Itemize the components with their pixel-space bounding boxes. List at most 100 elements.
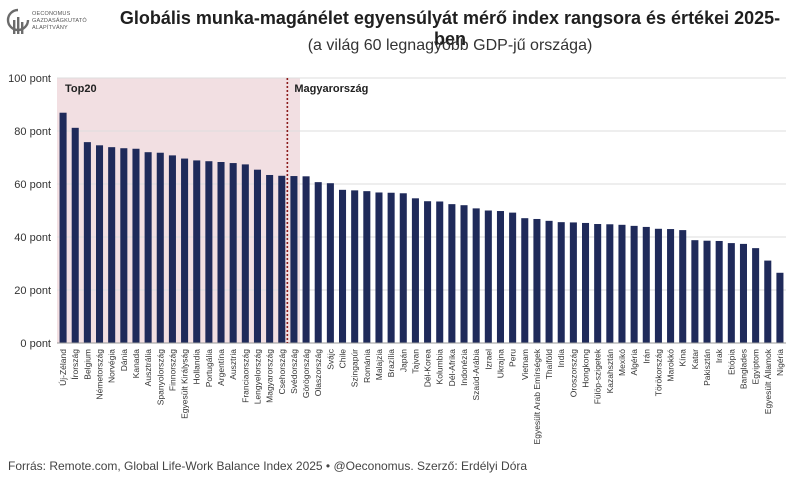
x-tick-label: Csehország xyxy=(277,349,287,395)
bar xyxy=(630,225,638,343)
bar xyxy=(618,224,626,343)
bar xyxy=(266,174,274,343)
bar xyxy=(448,204,456,343)
bar xyxy=(363,191,371,343)
y-tick-label: 100 pont xyxy=(8,73,51,85)
x-tick-label: Algéria xyxy=(629,349,639,376)
bar xyxy=(326,183,334,343)
bar xyxy=(582,222,590,343)
bar xyxy=(375,192,383,343)
bar xyxy=(120,148,128,343)
bar xyxy=(484,210,492,343)
bar xyxy=(509,212,517,343)
bar xyxy=(96,145,104,343)
bar xyxy=(703,240,711,343)
x-tick-label: Peru xyxy=(508,349,518,367)
bar xyxy=(727,243,735,343)
x-tick-label: Hongkong xyxy=(581,349,591,388)
bar xyxy=(594,224,602,343)
bar xyxy=(278,175,286,343)
x-tick-label: Hollandia xyxy=(192,349,202,385)
bar xyxy=(302,176,310,343)
x-tick-label: Japán xyxy=(398,349,408,372)
x-tick-label: Svédország xyxy=(289,349,299,394)
top20-highlight-band xyxy=(57,78,300,343)
x-tick-label: Katar xyxy=(690,349,700,369)
bar xyxy=(606,224,614,343)
x-tick-label: Argentína xyxy=(216,349,226,386)
bar xyxy=(460,205,468,343)
bar xyxy=(193,160,201,343)
logo-line-3: ALAPÍTVÁNY xyxy=(32,25,68,31)
x-tick-label: Brazília xyxy=(386,349,396,378)
bar xyxy=(253,169,261,343)
bar xyxy=(752,248,760,343)
bar xyxy=(83,142,91,343)
x-tick-label: Nigéria xyxy=(775,349,785,376)
x-tick-label: Franciaország xyxy=(240,349,250,403)
x-tick-label: Románia xyxy=(362,349,372,383)
chart-title: Globális munka-magánélet egyensúlyát mér… xyxy=(119,8,781,49)
x-tick-label: Szingapúr xyxy=(350,349,360,387)
bar xyxy=(557,222,565,343)
bar xyxy=(715,240,723,343)
oeconomus-logo-icon xyxy=(6,8,30,34)
x-tick-label: India xyxy=(556,349,566,368)
y-tick-label: 0 pont xyxy=(20,338,51,350)
x-tick-label: Finnország xyxy=(167,349,177,391)
x-tick-label: Izrael xyxy=(483,349,493,370)
x-tick-label: Magyarország xyxy=(265,349,275,403)
x-tick-label: Görögország xyxy=(301,349,311,398)
source-note: Forrás: Remote.com, Global Life-Work Bal… xyxy=(8,459,528,473)
y-tick-label: 60 pont xyxy=(14,179,51,191)
bar xyxy=(144,152,152,343)
logo-text: OECONOMUS GAZDASÁGKUTATÓ ALAPÍTVÁNY xyxy=(32,11,87,32)
x-tick-label: Ausztria xyxy=(228,349,238,380)
bar xyxy=(387,192,395,343)
x-tick-label: Írország xyxy=(70,349,80,380)
bar xyxy=(679,230,687,343)
x-tick-label: Egyesült Királyság xyxy=(180,349,190,419)
y-tick-label: 20 pont xyxy=(14,285,51,297)
x-tick-label: Fülöp-szigetek xyxy=(593,348,603,404)
bar xyxy=(533,218,541,343)
bar xyxy=(168,155,176,343)
x-tick-label: Svájc xyxy=(325,348,335,370)
bar xyxy=(411,198,419,343)
chart-subtitle: (a világ 60 legnagyobb GDP-jű országa) xyxy=(307,37,593,54)
bar xyxy=(229,163,237,343)
x-tick-label: Tajvan xyxy=(410,349,420,374)
x-tick-label: Kolumbia xyxy=(435,349,445,385)
x-tick-label: Kazahsztán xyxy=(605,349,615,394)
bar xyxy=(399,193,407,343)
bar xyxy=(156,152,164,343)
logo-line-2: GAZDASÁGKUTATÓ xyxy=(32,18,87,24)
bar xyxy=(776,272,784,343)
x-tick-label: Malajzia xyxy=(374,349,384,380)
hungary-label: Magyarország xyxy=(294,83,368,95)
y-tick-label: 40 pont xyxy=(14,232,51,244)
bar xyxy=(314,182,322,343)
x-tick-label: Kanada xyxy=(131,349,141,379)
bar-chart: 0 pont 20 pont 40 pont 60 pont 80 pont 100 po… xyxy=(8,73,786,444)
bar xyxy=(545,220,553,343)
bar xyxy=(569,222,577,343)
bar xyxy=(205,161,213,343)
x-tick-label: Dánia xyxy=(119,349,129,371)
x-tick-label: Németország xyxy=(95,349,105,400)
top20-label: Top20 xyxy=(65,83,97,95)
bar xyxy=(290,176,298,343)
bar xyxy=(667,229,675,343)
bar xyxy=(108,147,116,343)
x-tick-label: Ausztrália xyxy=(143,349,153,387)
bar xyxy=(132,148,140,343)
x-tick-label: Spanyolország xyxy=(155,349,165,406)
x-tick-label: Egyesült Arab Emírségek xyxy=(532,348,542,444)
bar xyxy=(739,243,747,343)
x-tick-label: Vietnam xyxy=(520,349,530,380)
x-tick-label: Egyesült Államok xyxy=(763,348,773,414)
x-tick-label: Dél-Afrika xyxy=(447,349,457,387)
y-tick-label: 80 pont xyxy=(14,126,51,138)
x-tick-label: Mexikó xyxy=(617,349,627,376)
bar xyxy=(59,112,67,343)
